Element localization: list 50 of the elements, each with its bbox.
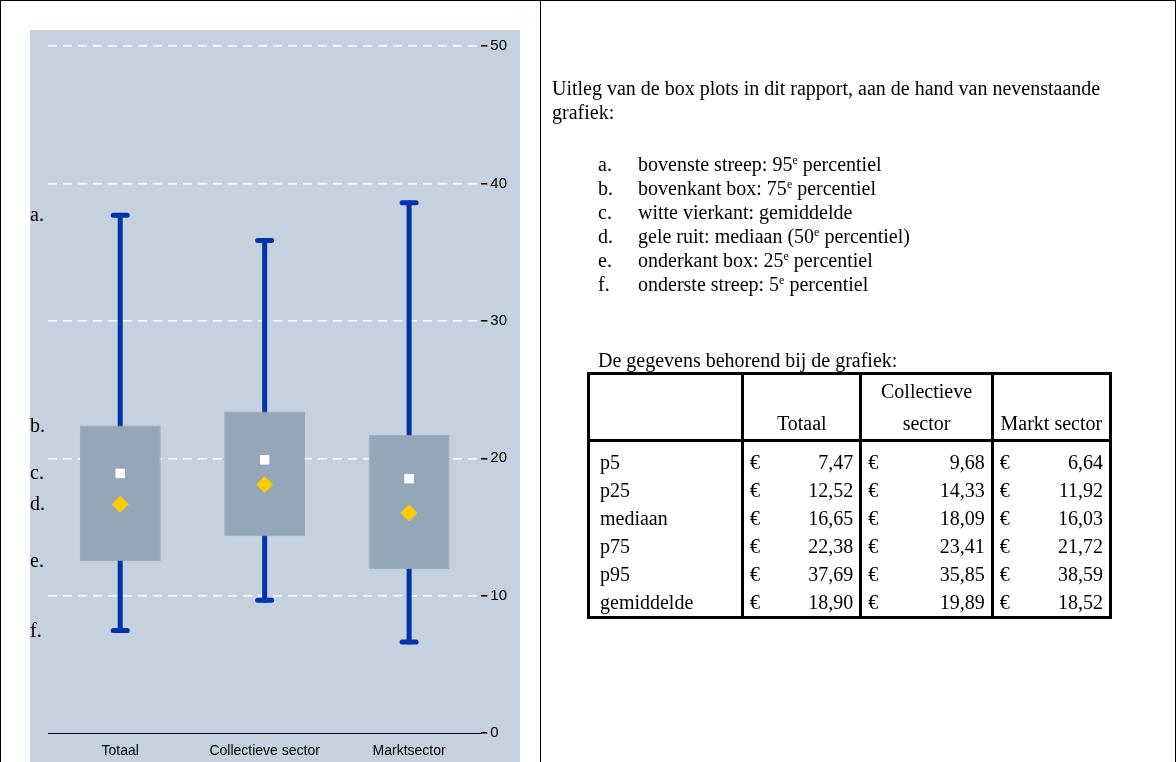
text: € 18,52 [999,591,1103,613]
text: € 9,68 [868,451,985,473]
text: € 19,89 [868,591,985,613]
text: € 18,09 [868,507,985,529]
y-tick-label: 50 [490,36,507,54]
text: € 14,33 [868,479,985,501]
text: € 38,59 [999,563,1103,585]
category-label: Markt sector [992,373,1111,441]
text: € 6,64 [999,451,1103,473]
text: € 37,69 [750,563,854,585]
y-tick-label: 40 [490,173,507,191]
category-label: gemiddelde [600,591,694,613]
text: f. [30,618,42,641]
text: a. [30,203,44,226]
text: € 16,03 [999,507,1103,529]
category-label: p95 [600,563,630,585]
text: € 16,65 [750,507,854,529]
x-tick-label: Marktsector [372,742,446,759]
text: € 11,92 [999,479,1103,501]
text: e. onderkant box: 25$^{e}$ percentiel [598,249,873,271]
text: € 12,52 [750,479,854,501]
y-tick-label: 20 [490,448,507,466]
text: b. bovenkant box: 75$^{e}$ percentiel [598,177,877,199]
text: € 22,38 [750,535,854,557]
y-tick-label: 10 [490,585,507,603]
category-label: mediaan [600,507,668,529]
text: De gegevens behorend bij de grafiek: [598,348,899,372]
x-tick-label: Collectieve sector [209,742,321,759]
text: d. [30,492,45,515]
category-label: Collectieve sector [860,373,993,441]
text: € 18,90 [750,591,854,613]
text: c. [30,461,44,484]
category-label: p5 [600,451,620,473]
x-tick-label: Totaal [101,742,139,759]
text: € 21,72 [999,535,1103,557]
text: c. witte vierkant: gemiddelde [598,201,853,223]
text: a. bovenste streep: 95$^{e}$ percentiel [598,153,882,175]
text: € 23,41 [868,535,985,557]
category-label: Totaal [742,373,861,441]
text: d. gele ruit: mediaan (50$^{e}$ percentiel) [598,225,910,247]
text: € 35,85 [868,563,985,585]
text: Uitleg van de box plots in dit rapport, aan de hand van nevenstaande grafiek: [552,76,1102,124]
y-tick-label: 30 [490,311,507,329]
text: e. [30,549,44,572]
y-tick-label: 0 [490,723,499,741]
text: € 7,47 [750,451,854,473]
category-label: p75 [600,535,630,557]
text: f. onderste streep: 5$^{e}$ percentiel [598,273,869,295]
text: b. [30,413,45,436]
category-label: p25 [600,479,630,501]
